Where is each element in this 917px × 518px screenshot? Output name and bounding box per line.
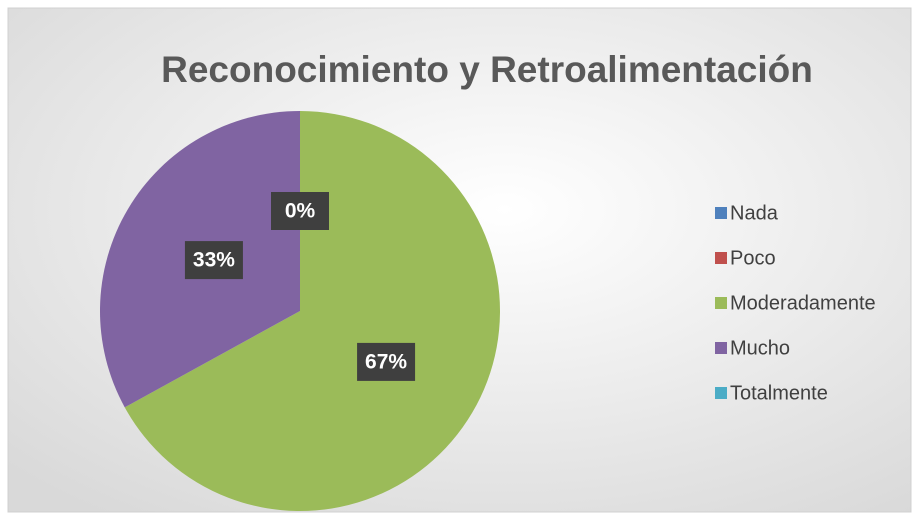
data-label: 33% xyxy=(184,241,243,280)
data-label-box xyxy=(357,342,416,381)
data-label: 0% xyxy=(271,192,329,230)
legend-swatch xyxy=(715,387,727,399)
legend-swatch xyxy=(715,297,727,309)
legend-swatch xyxy=(715,207,727,219)
data-label-box xyxy=(184,241,243,280)
data-label-box xyxy=(271,192,329,230)
legend-swatch xyxy=(715,342,727,354)
data-label: 67% xyxy=(357,342,416,381)
data-label-text: 0% xyxy=(285,200,316,223)
data-label-text: 67% xyxy=(365,350,407,373)
legend: Nada Poco Moderadamente Mucho Totalmente xyxy=(715,202,876,404)
chart-title: Reconocimiento y Retroalimentación xyxy=(161,49,813,90)
legend-label: Mucho xyxy=(730,337,790,359)
pie xyxy=(100,111,501,512)
legend-label: Nada xyxy=(730,202,779,224)
legend-label: Poco xyxy=(730,247,776,269)
data-labels: 0%0%67%33%0% xyxy=(184,192,416,381)
legend-swatch xyxy=(715,252,727,264)
legend-label: Totalmente xyxy=(730,382,828,404)
legend-label: Moderadamente xyxy=(730,292,876,314)
pie-slice xyxy=(124,111,501,512)
data-label-text: 33% xyxy=(193,249,235,272)
